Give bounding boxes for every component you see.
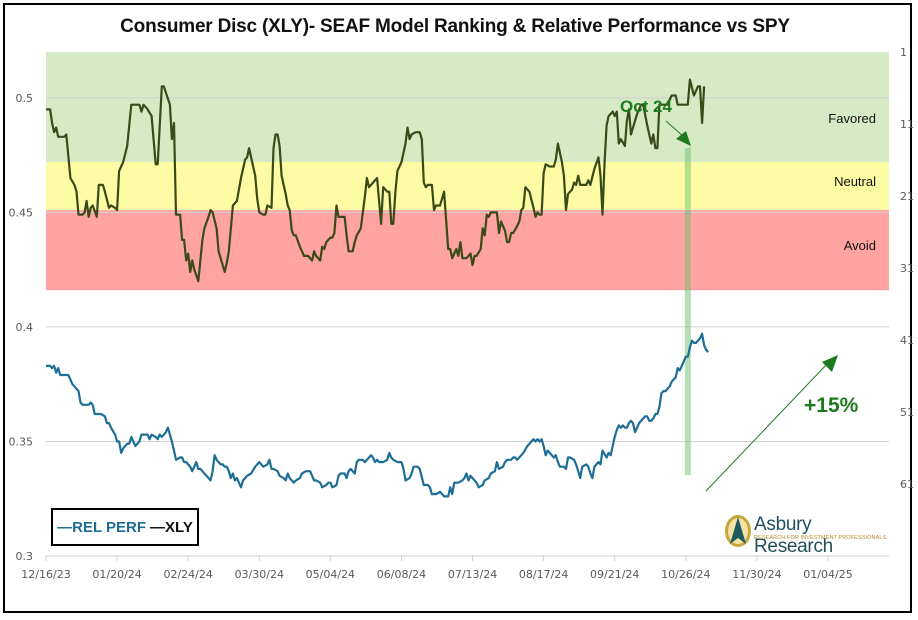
y-right-tick-label: 1 bbox=[900, 46, 907, 59]
y-left-tick-label: 0.4 bbox=[16, 321, 34, 334]
band-label-avoid: Avoid bbox=[844, 238, 876, 253]
band-favored bbox=[46, 52, 889, 162]
legend-xly: —XLY bbox=[150, 518, 193, 536]
series-line-rel-perf bbox=[46, 332, 710, 498]
legend-rel-perf: —REL PERF bbox=[57, 518, 147, 536]
trend-arrow-head-icon bbox=[822, 355, 838, 372]
asbury-logo: Asbury Research RESEARCH FOR INVESTMENT … bbox=[724, 514, 894, 557]
band-label-neutral: Neutral bbox=[834, 174, 876, 189]
chart-title: Consumer Disc (XLY)- SEAF Model Ranking … bbox=[120, 16, 790, 37]
x-tick-label: 07/13/24 bbox=[448, 568, 497, 581]
band-avoid bbox=[46, 210, 889, 291]
trend-arrow-line bbox=[705, 362, 829, 492]
logo-tagline: RESEARCH FOR INVESTMENT PROFESSIONALS bbox=[754, 535, 887, 541]
x-tick-label: 09/21/24 bbox=[590, 568, 639, 581]
y-left-tick-label: 0.35 bbox=[9, 435, 34, 448]
y-right-tick-label: 31 bbox=[900, 262, 914, 275]
y-right-tick-label: 21 bbox=[900, 190, 914, 203]
y-left-tick-label: 0.45 bbox=[9, 206, 34, 219]
annotation-oct-24: Oct 24 bbox=[620, 97, 673, 116]
x-tick-label: 06/08/24 bbox=[377, 568, 426, 581]
x-tick-label: 10/26/24 bbox=[661, 568, 710, 581]
oct24-highlight-bar bbox=[684, 148, 691, 475]
logo-mark-icon bbox=[725, 515, 751, 547]
x-tick-label: 11/30/24 bbox=[732, 568, 781, 581]
x-tick-label: 05/04/24 bbox=[306, 568, 355, 581]
y-right-tick-label: 61 bbox=[900, 478, 914, 491]
x-tick-label: 03/30/24 bbox=[235, 568, 284, 581]
series-line-xly bbox=[46, 78, 706, 283]
y-left-tick-label: 0.5 bbox=[16, 92, 34, 105]
x-tick-label: 01/04/25 bbox=[803, 568, 852, 581]
legend: —REL PERF —XLY bbox=[51, 508, 199, 546]
x-tick-label: 01/20/24 bbox=[92, 568, 141, 581]
y-right-tick-label: 11 bbox=[900, 118, 914, 131]
y-right-tick-label: 41 bbox=[900, 334, 914, 347]
legend-xly-label: XLY bbox=[165, 518, 193, 536]
legend-rel-perf-label: REL PERF bbox=[72, 518, 147, 536]
logo-name: Asbury Research bbox=[754, 514, 833, 557]
y-right-tick-label: 51 bbox=[900, 406, 914, 419]
x-tick-label: 12/16/23 bbox=[21, 568, 70, 581]
x-tick-label: 02/24/24 bbox=[163, 568, 212, 581]
band-label-favored: Favored bbox=[828, 111, 876, 126]
x-tick-label: 08/17/24 bbox=[519, 568, 568, 581]
band-neutral bbox=[46, 161, 889, 211]
annotation-plus-15-pct: +15% bbox=[804, 394, 859, 417]
y-left-tick-label: 0.3 bbox=[16, 550, 34, 563]
oct24-arrow-line bbox=[665, 120, 685, 138]
oct24-arrow-head-icon bbox=[676, 131, 691, 146]
